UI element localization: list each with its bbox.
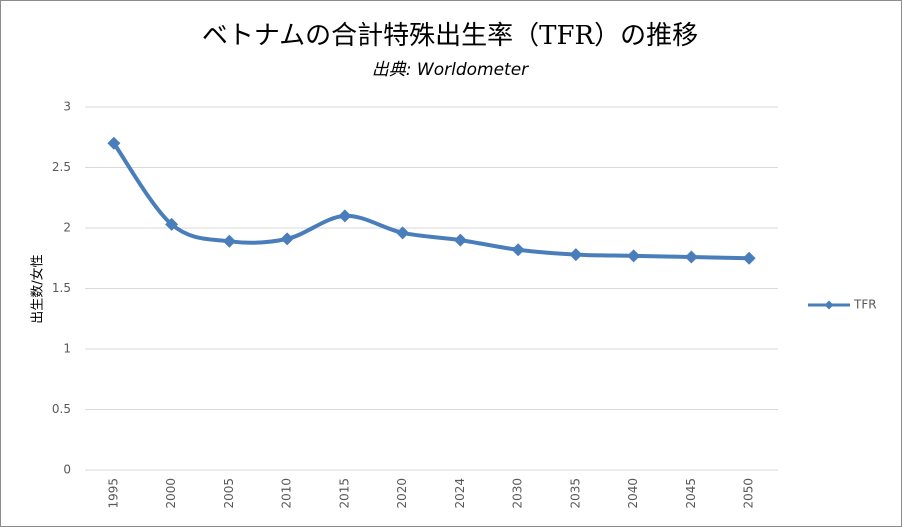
- data-point: [222, 234, 236, 248]
- y-tick-label: 0: [63, 463, 71, 477]
- x-tick-label: 2030: [511, 478, 525, 509]
- legend-marker: [824, 300, 834, 310]
- x-tick-label: 2020: [395, 478, 409, 509]
- y-tick-label: 0.5: [52, 402, 71, 416]
- x-tick-label: 2050: [742, 478, 756, 509]
- data-point: [396, 226, 410, 240]
- x-tick-label: 2040: [626, 478, 640, 509]
- y-tick-label: 2.5: [52, 160, 71, 174]
- y-tick-label: 2: [63, 221, 71, 235]
- data-point: [107, 136, 121, 150]
- legend-label: TFR: [853, 298, 877, 312]
- x-tick-label: 2035: [568, 478, 582, 509]
- x-tick-label: 2045: [684, 478, 698, 509]
- chart-title: ベトナムの合計特殊出生率（TFR）の推移: [202, 21, 698, 51]
- data-point: [165, 217, 179, 231]
- chart-subtitle: 出典: Worldometer: [372, 60, 529, 80]
- x-tick-label: 2010: [280, 478, 294, 509]
- data-point: [569, 248, 583, 262]
- x-tick-label: 1995: [106, 478, 120, 509]
- x-tick-label: 2015: [337, 478, 351, 509]
- data-point: [742, 251, 756, 265]
- data-point: [511, 243, 525, 257]
- y-axis-title: 出生数/女性: [30, 254, 46, 323]
- y-tick-label: 3: [63, 100, 71, 114]
- x-tick-label: 2000: [164, 478, 178, 509]
- data-point: [453, 233, 467, 247]
- x-tick-label: 2005: [222, 478, 236, 509]
- x-tick-label: 2024: [453, 478, 467, 509]
- y-tick-label: 1: [63, 342, 71, 356]
- data-point: [684, 250, 698, 264]
- data-point: [627, 249, 641, 263]
- y-tick-label: 1.5: [52, 281, 71, 295]
- data-point: [338, 209, 352, 223]
- data-point: [280, 232, 294, 246]
